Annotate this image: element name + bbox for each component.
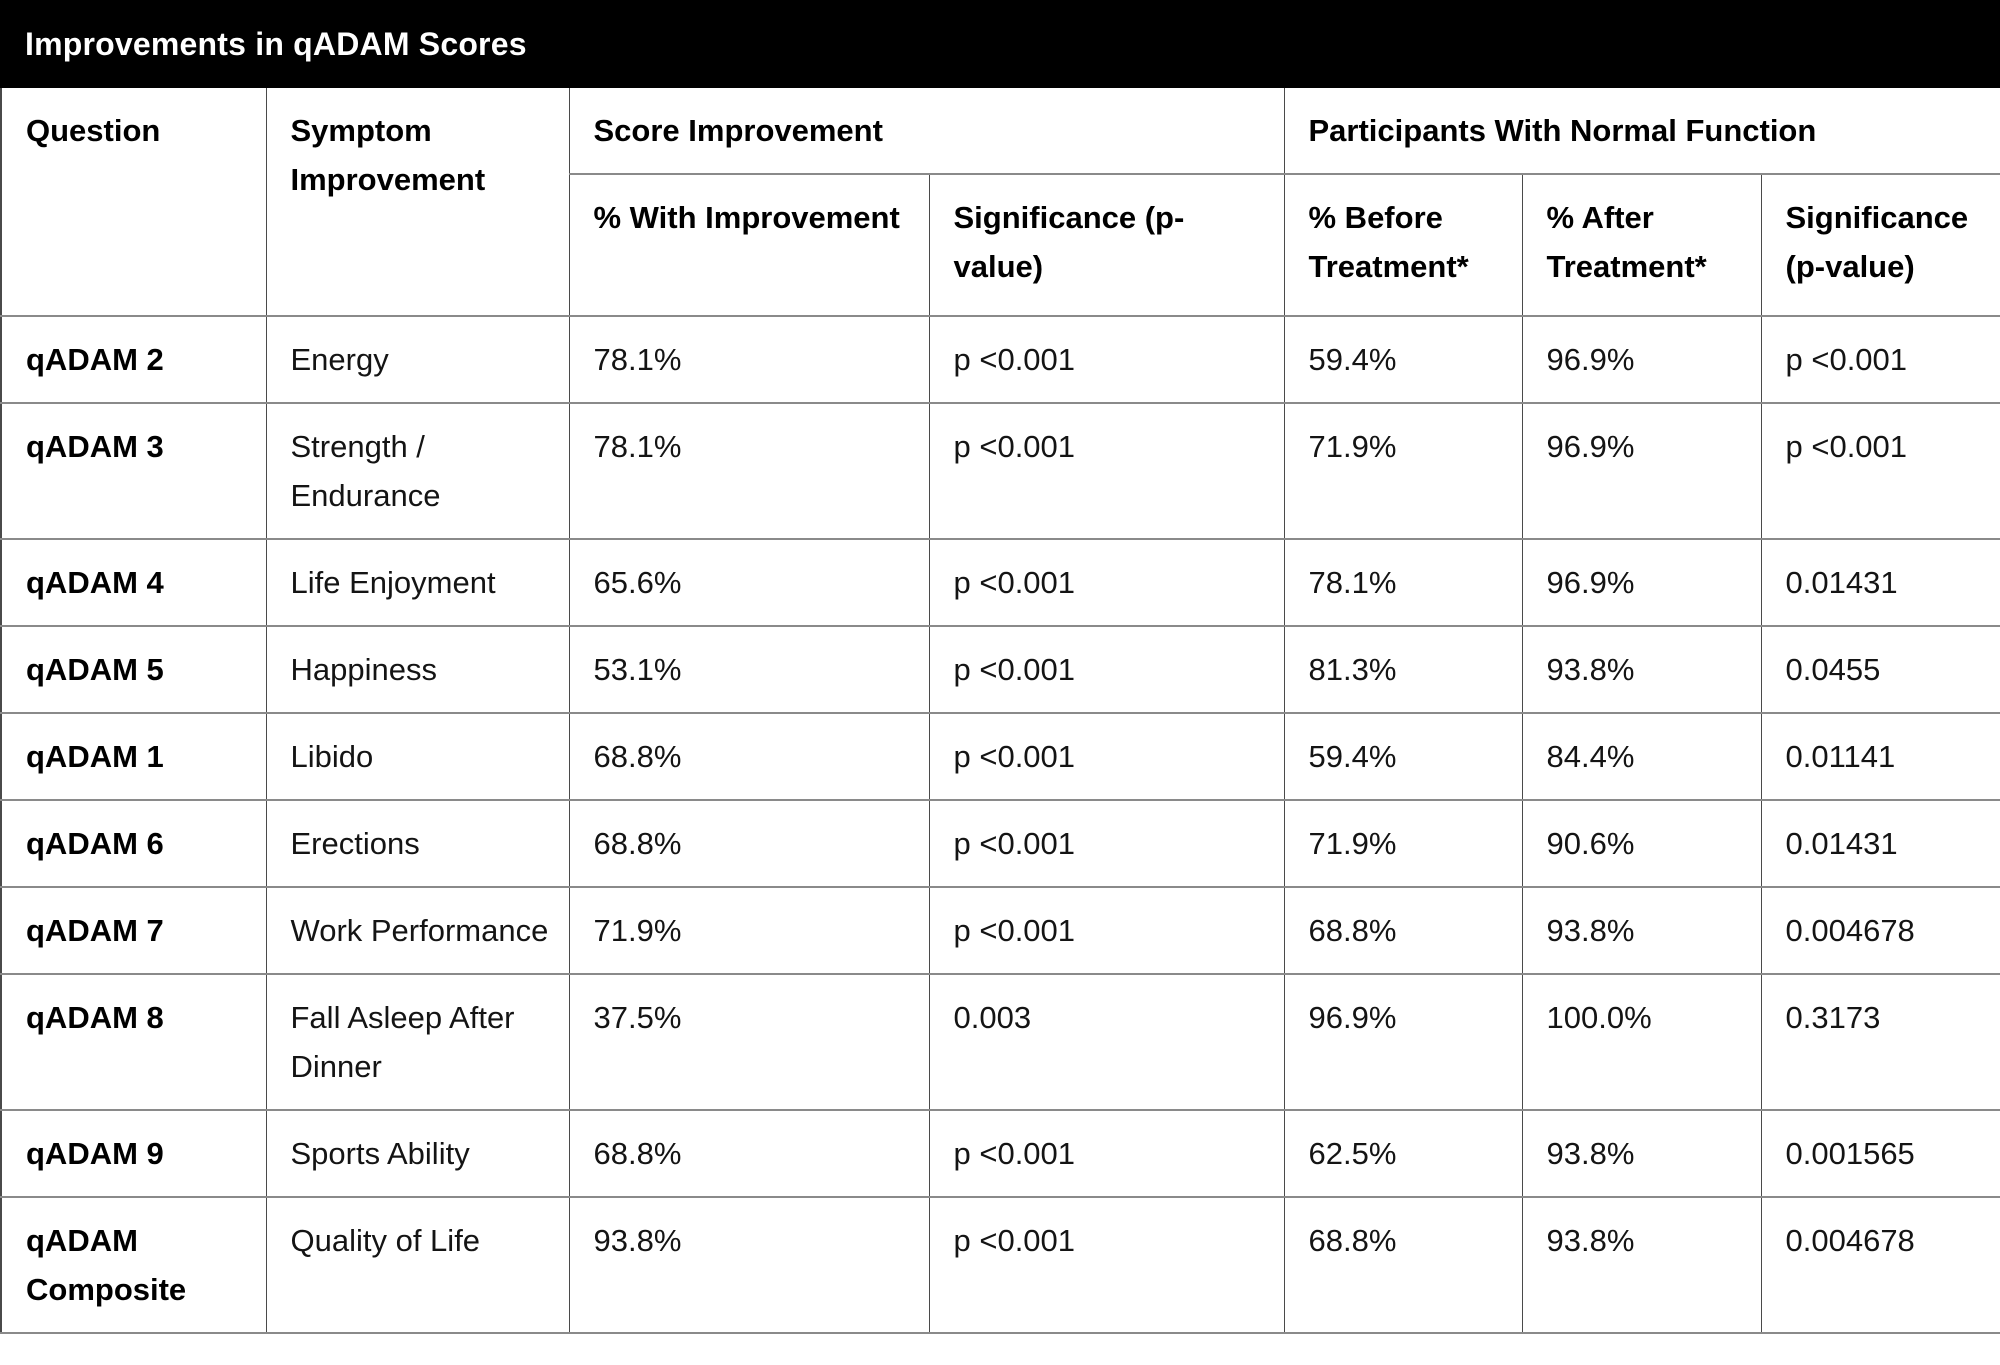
cell-participants-significance: p <0.001	[1760, 402, 2000, 540]
table-row: qADAM 4 Life Enjoyment 65.6% p <0.001 78.1% 9…	[0, 538, 2000, 627]
cell-participants-significance: 0.001565	[1760, 1109, 2000, 1198]
table-row: qADAM 1 Libido 68.8% p <0.001 59.4% 84.4% 0.01…	[0, 712, 2000, 801]
cell-score-significance: p <0.001	[928, 799, 1285, 888]
cell-score-significance: p <0.001	[928, 1196, 1285, 1334]
cell-participants-significance: 0.01141	[1760, 712, 2000, 801]
col-header-score-significance: Significance (p-value)	[928, 173, 1285, 317]
cell-pct-before: 71.9%	[1283, 799, 1523, 888]
col-header-pct-with-improvement: % With Improvement	[568, 173, 930, 317]
table-row: qADAM 2 Energy 78.1% p <0.001 59.4% 96.9% p <0…	[0, 315, 2000, 404]
cell-score-significance: p <0.001	[928, 625, 1285, 714]
cell-participants-significance: 0.0455	[1760, 625, 2000, 714]
cell-score-significance: p <0.001	[928, 538, 1285, 627]
table-title: Improvements in qADAM Scores	[25, 25, 527, 62]
cell-participants-significance: 0.01431	[1760, 538, 2000, 627]
cell-pct-before: 96.9%	[1283, 973, 1523, 1111]
cell-pct-with-improvement: 65.6%	[568, 538, 930, 627]
cell-participants-significance: 0.004678	[1760, 1196, 2000, 1334]
cell-symptom: Sports Ability	[265, 1109, 570, 1198]
cell-pct-before: 81.3%	[1283, 625, 1523, 714]
cell-pct-after: 93.8%	[1521, 1196, 1762, 1334]
group-header-row: Question Symptom Improvement Score Impro…	[0, 88, 2000, 317]
cell-pct-after: 84.4%	[1521, 712, 1762, 801]
cell-question: qADAM 6	[0, 799, 267, 888]
cell-pct-with-improvement: 37.5%	[568, 973, 930, 1111]
cell-question: qADAM 2	[0, 315, 267, 404]
cell-symptom: Strength / Endurance	[265, 402, 570, 540]
cell-question: qADAM 9	[0, 1109, 267, 1198]
col-header-pct-before-treatment: % Before Treatment*	[1283, 173, 1523, 317]
cell-question: qADAM 8	[0, 973, 267, 1111]
cell-symptom: Erections	[265, 799, 570, 888]
cell-symptom: Fall Asleep After Dinner	[265, 973, 570, 1111]
cell-question: qADAM 7	[0, 886, 267, 975]
cell-pct-with-improvement: 68.8%	[568, 712, 930, 801]
cell-pct-with-improvement: 71.9%	[568, 886, 930, 975]
cell-score-significance: p <0.001	[928, 402, 1285, 540]
table-row: qADAM 8 Fall Asleep After Dinner 37.5% 0.00…	[0, 973, 2000, 1111]
cell-pct-before: 68.8%	[1283, 886, 1523, 975]
cell-pct-before: 59.4%	[1283, 712, 1523, 801]
table-row: qADAM 5 Happiness 53.1% p <0.001 81.3% 93.8% 0…	[0, 625, 2000, 714]
cell-symptom: Work Performance	[265, 886, 570, 975]
cell-pct-before: 59.4%	[1283, 315, 1523, 404]
cell-question: qADAM 4	[0, 538, 267, 627]
cell-pct-after: 93.8%	[1521, 1109, 1762, 1198]
cell-pct-after: 90.6%	[1521, 799, 1762, 888]
cell-pct-after: 93.8%	[1521, 886, 1762, 975]
cell-pct-after: 96.9%	[1521, 402, 1762, 540]
cell-question: qADAM 1	[0, 712, 267, 801]
group-header-score-improvement: Score Improvement	[568, 88, 1285, 175]
cell-symptom: Libido	[265, 712, 570, 801]
cell-participants-significance: 0.004678	[1760, 886, 2000, 975]
cell-pct-after: 100.0%	[1521, 973, 1762, 1111]
cell-symptom: Quality of Life	[265, 1196, 570, 1334]
sub-header-row: % With Improvement Significance (p-value…	[1, 173, 2000, 317]
table-body: qADAM 2 Energy 78.1% p <0.001 59.4% 96.9% p <0…	[0, 315, 2000, 1334]
table-row: qADAM 3 Strength / Endurance 78.1% p <0.001…	[0, 402, 2000, 540]
cell-pct-before: 68.8%	[1283, 1196, 1523, 1334]
table-header: Question Symptom Improvement Score Impro…	[0, 88, 2000, 317]
table-row: qADAM 6 Erections 68.8% p <0.001 71.9% 90.6% 0…	[0, 799, 2000, 888]
cell-score-significance: p <0.001	[928, 315, 1285, 404]
cell-pct-after: 93.8%	[1521, 625, 1762, 714]
cell-participants-significance: 0.3173	[1760, 973, 2000, 1111]
cell-pct-after: 96.9%	[1521, 315, 1762, 404]
cell-question: qADAM 3	[0, 402, 267, 540]
cell-pct-with-improvement: 78.1%	[568, 315, 930, 404]
cell-question: qADAM 5	[0, 625, 267, 714]
cell-participants-significance: 0.01431	[1760, 799, 2000, 888]
cell-pct-after: 96.9%	[1521, 538, 1762, 627]
cell-pct-with-improvement: 78.1%	[568, 402, 930, 540]
col-header-participants-significance: Significance (p-value)	[1760, 173, 2000, 317]
cell-pct-with-improvement: 53.1%	[568, 625, 930, 714]
cell-pct-with-improvement: 93.8%	[568, 1196, 930, 1334]
cell-pct-before: 71.9%	[1283, 402, 1523, 540]
col-header-pct-after-treatment: % After Treatment*	[1521, 173, 1762, 317]
cell-participants-significance: p <0.001	[1760, 315, 2000, 404]
qadam-scores-table: Question Symptom Improvement Score Impro…	[0, 88, 2000, 1334]
cell-score-significance: 0.003	[928, 973, 1285, 1111]
cell-symptom: Energy	[265, 315, 570, 404]
cell-pct-before: 78.1%	[1283, 538, 1523, 627]
cell-score-significance: p <0.001	[928, 886, 1285, 975]
cell-score-significance: p <0.001	[928, 1109, 1285, 1198]
cell-pct-with-improvement: 68.8%	[568, 1109, 930, 1198]
group-header-participants-normal-function: Participants With Normal Function	[1283, 88, 2000, 175]
table-row: qADAM Composite Quality of Life 93.8% p <0.…	[0, 1196, 2000, 1334]
col-header-question: Question	[0, 88, 267, 317]
table-row: qADAM 9 Sports Ability 68.8% p <0.001 62.5% 9…	[0, 1109, 2000, 1198]
cell-pct-before: 62.5%	[1283, 1109, 1523, 1198]
table-row: qADAM 7 Work Performance 71.9% p <0.001 68.8…	[0, 886, 2000, 975]
table-title-bar: Improvements in qADAM Scores	[0, 0, 2000, 88]
cell-symptom: Happiness	[265, 625, 570, 714]
cell-pct-with-improvement: 68.8%	[568, 799, 930, 888]
col-header-symptom-improvement: Symptom Improvement	[265, 88, 570, 317]
cell-symptom: Life Enjoyment	[265, 538, 570, 627]
cell-question: qADAM Composite	[0, 1196, 267, 1334]
cell-score-significance: p <0.001	[928, 712, 1285, 801]
